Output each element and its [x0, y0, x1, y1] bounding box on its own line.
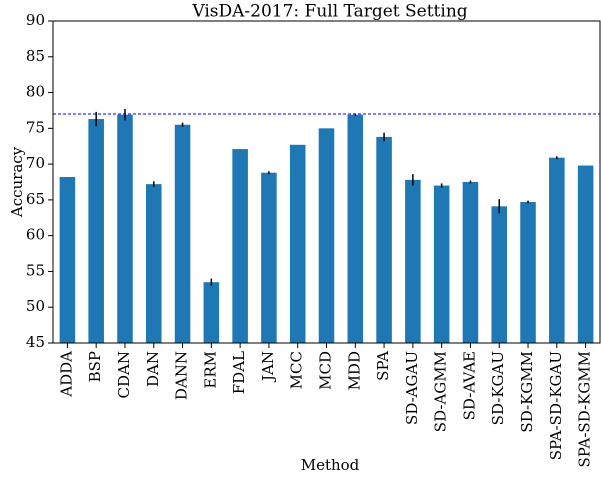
x-tick-label: ADDA	[57, 351, 75, 398]
bar	[203, 282, 220, 343]
x-tick-label: SPA-SD-KGAU	[547, 351, 565, 460]
x-tick-label: SPA	[374, 351, 392, 381]
x-tick-label: SPA-SD-KGMM	[576, 351, 594, 467]
bar	[261, 172, 277, 343]
bar	[59, 176, 76, 343]
y-tick-label: 45	[26, 333, 45, 351]
bar	[174, 124, 191, 343]
x-tick-label: DANN	[173, 351, 191, 400]
x-tick-label: MCD	[317, 351, 335, 390]
bar	[347, 114, 364, 343]
x-tick-label: SD-AGMM	[432, 351, 450, 432]
bar	[520, 202, 536, 343]
bar	[577, 165, 594, 343]
y-tick-label: 50	[26, 297, 45, 315]
bar	[117, 114, 133, 343]
plot-frame	[52, 20, 601, 344]
bar	[462, 182, 479, 343]
y-tick-label: 75	[26, 118, 45, 136]
x-tick-label: SD-AVAE	[460, 351, 478, 420]
bar	[433, 185, 450, 343]
y-tick-label: 55	[26, 261, 45, 279]
bar	[289, 144, 306, 343]
x-tick-label: SD-AGAU	[403, 351, 421, 425]
x-tick-label: FDAL	[230, 351, 248, 394]
bar	[232, 149, 248, 343]
bar	[318, 128, 335, 343]
x-tick-label: SD-KGMM	[518, 351, 536, 433]
bar	[549, 157, 565, 343]
x-tick-label: MCC	[288, 351, 306, 389]
x-tick-label: JAN	[259, 351, 277, 383]
y-tick-label: 80	[26, 83, 45, 101]
x-tick-label: CDAN	[115, 351, 133, 398]
bar	[405, 179, 421, 343]
x-tick-label: BSP	[86, 351, 104, 382]
bar	[376, 136, 392, 343]
x-tick-label: ERM	[201, 351, 219, 389]
y-axis-label: Accuracy	[8, 146, 26, 218]
x-tick-label: DAN	[144, 351, 162, 387]
bar	[491, 206, 508, 343]
x-axis-label: Method	[301, 456, 360, 474]
y-tick-label: 90	[26, 11, 45, 29]
bar	[88, 119, 104, 343]
y-tick-label: 60	[26, 226, 45, 244]
x-tick-label: MDD	[345, 351, 363, 390]
y-tick-label: 85	[26, 47, 45, 65]
y-tick-label: 70	[26, 154, 45, 172]
x-tick-label: SD-KGAU	[489, 351, 507, 425]
chart-title: VisDA-2017: Full Target Setting	[191, 2, 467, 22]
bar	[145, 184, 162, 343]
y-tick-label: 65	[26, 190, 45, 208]
